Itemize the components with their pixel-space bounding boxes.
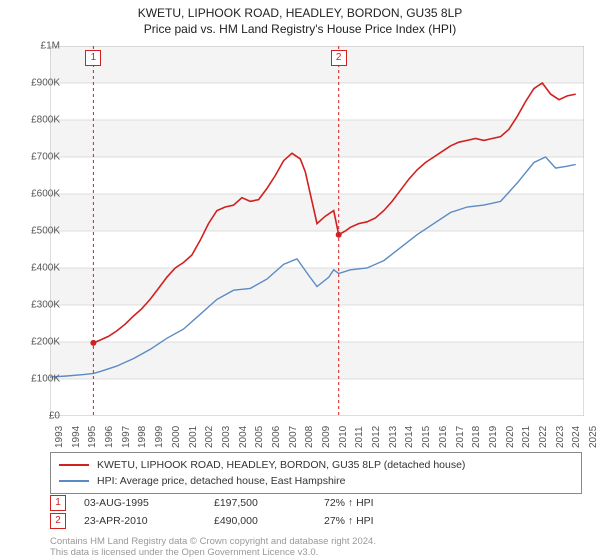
y-tick-label: £200K [31,337,60,348]
transaction-marker: 2 [50,513,66,529]
legend-swatch [59,464,89,466]
legend-swatch [59,480,89,482]
transactions-table: 1 03-AUG-1995£197,50072% ↑ HPI 2 23-APR-201… [50,494,584,530]
chart-area [50,46,584,416]
x-tick-label: 2003 [221,426,232,448]
x-tick-label: 2009 [321,426,332,448]
chart-container: KWETU, LIPHOOK ROAD, HEADLEY, BORDON, GU… [0,0,600,560]
x-tick-label: 2013 [388,426,399,448]
chart-subtitle: Price paid vs. HM Land Registry's House … [0,22,600,40]
x-tick-label: 2020 [505,426,516,448]
x-tick-label: 1996 [104,426,115,448]
x-tick-label: 2019 [488,426,499,448]
x-tick-label: 2017 [455,426,466,448]
x-tick-label: 2004 [238,426,249,448]
x-tick-label: 2016 [438,426,449,448]
x-tick-label: 2010 [338,426,349,448]
x-tick-label: 2005 [254,426,265,448]
y-tick-label: £500K [31,226,60,237]
x-tick-label: 2006 [271,426,282,448]
x-tick-label: 2014 [404,426,415,448]
y-tick-label: £100K [31,374,60,385]
y-tick-label: £700K [31,152,60,163]
x-tick-label: 2022 [538,426,549,448]
y-tick-label: £0 [49,411,60,422]
legend-label: HPI: Average price, detached house, East… [97,475,345,487]
footnote-line2: This data is licensed under the Open Gov… [50,547,376,558]
x-tick-label: 2021 [521,426,532,448]
x-tick-label: 2025 [588,426,599,448]
y-tick-label: £1M [41,41,60,52]
legend-label: KWETU, LIPHOOK ROAD, HEADLEY, BORDON, GU… [97,459,465,471]
x-tick-label: 2015 [421,426,432,448]
transaction-row: 1 03-AUG-1995£197,50072% ↑ HPI [50,494,584,512]
legend-item: HPI: Average price, detached house, East… [59,473,573,489]
transaction-marker: 1 [50,495,66,511]
x-tick-label: 1995 [87,426,98,448]
transaction-row: 2 23-APR-2010£490,00027% ↑ HPI [50,512,584,530]
x-tick-label: 2024 [571,426,582,448]
transaction-price: £197,500 [214,497,324,509]
transaction-pct: 27% ↑ HPI [324,515,424,527]
chart-title: KWETU, LIPHOOK ROAD, HEADLEY, BORDON, GU… [0,0,600,22]
x-tick-label: 2000 [171,426,182,448]
y-tick-label: £400K [31,263,60,274]
x-tick-label: 2007 [288,426,299,448]
transaction-price: £490,000 [214,515,324,527]
x-tick-label: 2018 [471,426,482,448]
x-tick-label: 1997 [121,426,132,448]
transaction-pct: 72% ↑ HPI [324,497,424,509]
y-tick-label: £900K [31,78,60,89]
chart-marker-1: 1 [85,50,101,66]
x-tick-label: 2012 [371,426,382,448]
y-tick-label: £300K [31,300,60,311]
legend: KWETU, LIPHOOK ROAD, HEADLEY, BORDON, GU… [50,452,582,494]
transaction-date: 03-AUG-1995 [84,497,214,509]
x-tick-label: 2008 [304,426,315,448]
x-tick-label: 1993 [54,426,65,448]
chart-marker-2: 2 [331,50,347,66]
legend-item: KWETU, LIPHOOK ROAD, HEADLEY, BORDON, GU… [59,457,573,473]
y-tick-label: £800K [31,115,60,126]
x-tick-label: 1999 [154,426,165,448]
x-tick-label: 1998 [137,426,148,448]
transaction-date: 23-APR-2010 [84,515,214,527]
x-tick-label: 2023 [555,426,566,448]
footnote: Contains HM Land Registry data © Crown c… [50,536,376,559]
x-tick-label: 1994 [71,426,82,448]
y-tick-label: £600K [31,189,60,200]
footnote-line1: Contains HM Land Registry data © Crown c… [50,536,376,547]
chart-svg [50,46,584,416]
x-tick-label: 2011 [354,426,365,448]
x-tick-label: 2002 [204,426,215,448]
x-tick-label: 2001 [188,426,199,448]
